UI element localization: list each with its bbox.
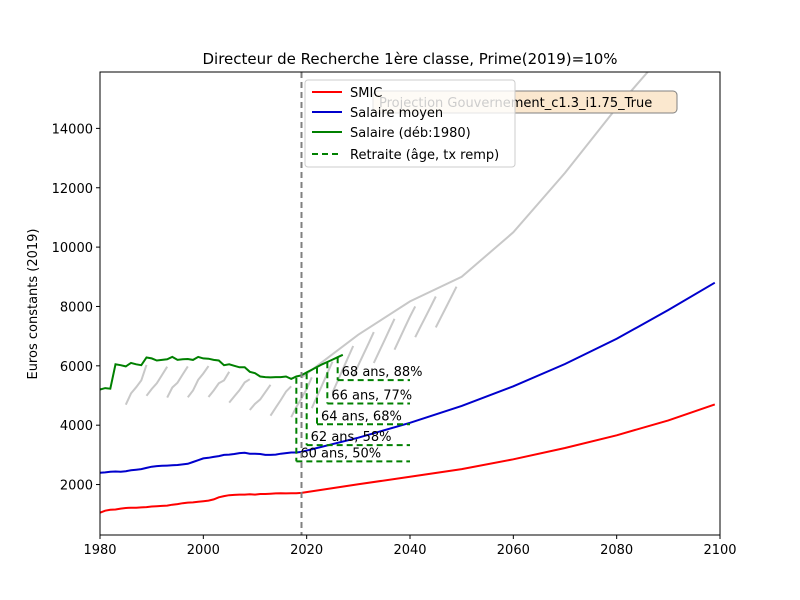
projection-branch — [434, 286, 458, 328]
projection-branch — [187, 365, 210, 398]
y-tick-label: 6000 — [60, 360, 93, 375]
projection-branch — [124, 364, 148, 406]
x-axis-ticks: 1980 2000 2020 2040 2060 2080 2100 — [83, 535, 737, 558]
x-tick-label: 2060 — [497, 543, 530, 558]
y-tick-label: 2000 — [60, 479, 93, 494]
projection-branch — [269, 385, 292, 417]
projection-branch — [414, 296, 437, 338]
projection-branch — [249, 384, 272, 411]
x-tick-label: 2100 — [703, 543, 736, 558]
chart-title: Directeur de Recherche 1ère classe, Prim… — [203, 50, 618, 68]
x-tick-label: 2000 — [187, 543, 220, 558]
legend-label-smic: SMIC — [350, 86, 382, 101]
projection-branch — [290, 376, 313, 418]
retraite-label: 60 ans, 50% — [300, 446, 381, 461]
projection-branch — [145, 366, 169, 397]
legend-label-salaire-moyen: Salaire moyen — [350, 106, 443, 121]
legend-label-salaire: Salaire (déb:1980) — [350, 126, 471, 141]
projection-branch — [228, 378, 251, 404]
y-tick-label: 14000 — [52, 122, 93, 137]
series-line-smic — [100, 403, 716, 514]
projection-branch — [393, 305, 417, 351]
plot-area: 60 ans, 50%62 ans, 58% 64 ans, 68% 66 ans,… — [52, 71, 737, 558]
retraite-label: 64 ans, 68% — [321, 409, 402, 424]
y-axis-label: Euros constants (2019) — [26, 228, 41, 379]
retraite-label: 62 ans, 58% — [311, 430, 392, 445]
y-tick-label: 10000 — [52, 241, 93, 256]
series-line-salaire_moyen — [100, 281, 716, 474]
x-tick-label: 2040 — [393, 543, 426, 558]
retraite-label: 68 ans, 88% — [342, 365, 423, 380]
x-tick-label: 1980 — [83, 543, 116, 558]
y-axis-ticks: 2000 4000 6000 8000 10000 12000 14000 — [52, 122, 100, 494]
projection-layer — [124, 72, 649, 418]
y-tick-label: 4000 — [60, 419, 93, 434]
legend-label-retraite: Retraite (âge, tx remp) — [350, 148, 499, 163]
projection-branch — [352, 331, 375, 378]
projection-branch — [331, 345, 355, 393]
projection-curve — [300, 72, 649, 379]
legend: SMIC Salaire moyen Salaire (déb:1980) Re… — [304, 79, 516, 168]
x-tick-label: 2020 — [290, 543, 323, 558]
projection-branch — [166, 365, 189, 399]
y-tick-label: 8000 — [60, 300, 93, 315]
x-tick-label: 2080 — [600, 543, 633, 558]
retraite-layer: 60 ans, 50%62 ans, 58% 64 ans, 68% 66 ans,… — [295, 357, 423, 463]
projection-branch — [207, 371, 231, 398]
projection-branch — [310, 361, 334, 409]
y-tick-label: 12000 — [52, 182, 93, 197]
retraite-label: 66 ans, 77% — [331, 389, 412, 404]
projection-branch — [372, 318, 396, 364]
